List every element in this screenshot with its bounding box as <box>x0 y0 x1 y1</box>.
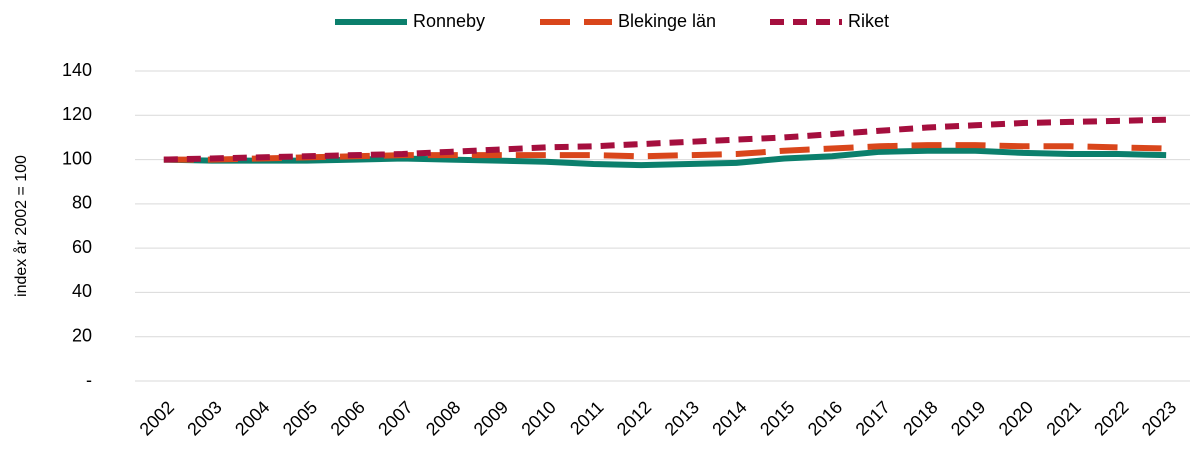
x-tick-label: 2009 <box>470 397 512 439</box>
x-tick-label: 2021 <box>1042 397 1084 439</box>
x-tick-label: 2005 <box>279 397 321 439</box>
series-line <box>163 116 1167 163</box>
x-tick-label: 2017 <box>852 397 894 439</box>
y-tick-label: 140 <box>62 60 92 80</box>
y-tick-label: 60 <box>72 237 92 257</box>
y-axis-label: index år 2002 = 100 <box>12 155 30 297</box>
y-tick-label: 40 <box>72 281 92 301</box>
y-tick-label: 20 <box>72 325 92 345</box>
x-tick-label: 2007 <box>374 397 416 439</box>
x-tick-label: 2016 <box>804 397 846 439</box>
y-tick-label: - <box>86 370 92 390</box>
x-tick-label: 2023 <box>1138 397 1180 439</box>
x-tick-label: 2003 <box>183 397 225 439</box>
x-tick-label: 2010 <box>517 397 559 439</box>
x-tick-label: 2019 <box>947 397 989 439</box>
y-tick-label: 100 <box>62 148 92 168</box>
x-tick-label: 2015 <box>756 397 798 439</box>
x-tick-label: 2002 <box>136 397 178 439</box>
legend-label: Blekinge län <box>618 11 716 31</box>
series-line <box>163 142 1167 163</box>
x-tick-label: 2018 <box>899 397 941 439</box>
x-tick-label: 2008 <box>422 397 464 439</box>
y-tick-label: 80 <box>72 193 92 213</box>
legend-label: Ronneby <box>413 11 485 31</box>
x-tick-label: 2013 <box>661 397 703 439</box>
x-tick-label: 2012 <box>613 397 655 439</box>
x-tick-label: 2004 <box>231 397 273 439</box>
x-tick-label: 2022 <box>1090 397 1132 439</box>
series-line <box>163 147 1167 169</box>
x-tick-label: 2006 <box>327 397 369 439</box>
x-tick-label: 2014 <box>708 397 750 439</box>
x-tick-label: 2011 <box>566 397 608 439</box>
x-tick-label: 2020 <box>995 397 1037 439</box>
y-tick-label: 120 <box>62 104 92 124</box>
legend-label: Riket <box>848 11 889 31</box>
